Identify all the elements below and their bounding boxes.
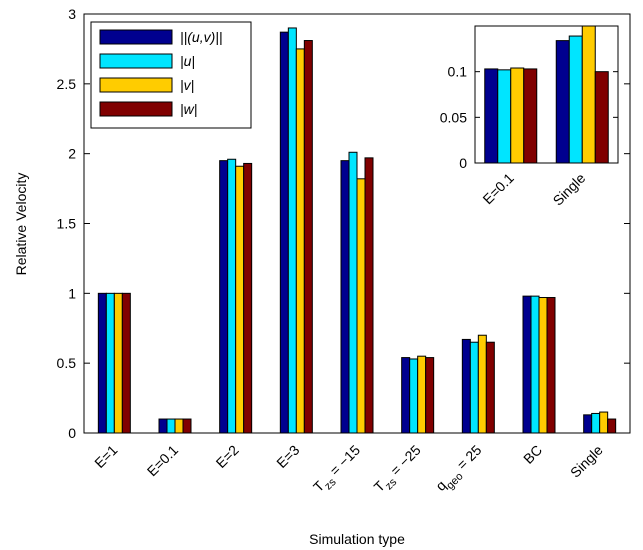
inset-y-tick-label: 0 — [459, 155, 467, 171]
legend-label: |w| — [180, 101, 197, 117]
x-axis-title: Simulation type — [309, 531, 405, 547]
legend-label: ||(u,v)|| — [180, 29, 223, 45]
inset-bar — [594, 71, 609, 164]
main-bar — [409, 358, 419, 434]
main-bar — [348, 151, 358, 434]
main-bar — [219, 160, 229, 434]
main-bar — [121, 292, 131, 434]
main-bar — [425, 357, 435, 434]
main-x-tick-label: BC — [520, 442, 545, 467]
main-bar — [469, 341, 479, 434]
main-bar — [287, 27, 297, 434]
main-y-ticks: 0 0.5 1 1.5 2 2.5 3 — [57, 6, 630, 441]
legend-swatch — [99, 29, 173, 45]
main-bar — [364, 157, 374, 434]
inset-bar — [484, 68, 499, 164]
main-y-tick-label: 2.5 — [57, 76, 77, 92]
legend-swatch — [99, 77, 173, 93]
legend-swatch — [99, 53, 173, 69]
main-bar — [303, 40, 313, 434]
main-x-tick-label: qgeo = 25 — [432, 442, 488, 498]
legend: ||(u,v)|| |u| |v| |w| — [90, 21, 252, 129]
main-x-tick-label: E=1 — [91, 442, 120, 471]
main-y-tick-label: 0 — [68, 425, 76, 441]
main-y-tick-label: 1.5 — [57, 216, 77, 232]
inset-bar — [497, 69, 512, 164]
main-bar — [477, 334, 487, 434]
main-bar — [243, 162, 253, 434]
main-x-tick-label: E=0.1 — [144, 442, 182, 480]
inset-bar — [581, 25, 596, 164]
main-bar — [485, 341, 495, 434]
inset-bar — [555, 40, 570, 164]
inset-bar — [510, 67, 525, 164]
main-bar — [546, 297, 556, 434]
main-bar — [227, 158, 237, 434]
main-bar — [461, 338, 471, 434]
inset-bars — [484, 25, 609, 164]
main-y-tick-label: 3 — [68, 6, 76, 22]
main-x-tick-label: E=3 — [273, 442, 302, 471]
main-y-tick-label: 1 — [68, 285, 76, 301]
main-bar — [538, 297, 548, 434]
main-bar — [105, 292, 115, 434]
y-axis-title: Relative Velocity — [13, 173, 29, 276]
main-bar — [530, 295, 540, 434]
legend-swatch — [99, 101, 173, 117]
main-x-tick-label: Tzs = −25 — [371, 442, 428, 499]
legend-label: |v| — [180, 77, 194, 93]
legend-label: |u| — [180, 53, 195, 69]
inset-y-ticks: 0 0.05 0.1 — [440, 64, 618, 171]
main-bar — [417, 355, 427, 434]
main-bar — [401, 357, 411, 434]
main-bar — [166, 418, 176, 434]
main-bar — [182, 418, 192, 434]
main-bar — [279, 31, 289, 434]
main-bar — [295, 48, 305, 434]
inset-bar — [523, 68, 538, 164]
inset-y-tick-label: 0.05 — [440, 109, 467, 125]
main-x-tick-label: Tzs = −15 — [310, 442, 367, 499]
main-y-tick-label: 0.5 — [57, 355, 77, 371]
main-bar — [583, 414, 593, 434]
inset-y-tick-label: 0.1 — [448, 64, 468, 80]
main-bar — [591, 412, 601, 434]
main-bar — [113, 292, 123, 434]
main-bar — [522, 295, 532, 434]
main-bar — [340, 160, 350, 434]
main-y-tick-label: 2 — [68, 146, 76, 162]
main-bar — [174, 418, 184, 434]
main-bar — [158, 418, 168, 434]
main-x-tick-label: Single — [567, 442, 606, 481]
main-bar — [235, 165, 245, 434]
main-bars — [97, 27, 617, 434]
main-bar — [607, 418, 617, 434]
main-bar — [356, 178, 366, 434]
main-bar — [599, 411, 609, 434]
main-x-tick-label: E=2 — [213, 442, 242, 471]
main-bar — [97, 292, 107, 434]
inset-bar — [568, 35, 583, 164]
